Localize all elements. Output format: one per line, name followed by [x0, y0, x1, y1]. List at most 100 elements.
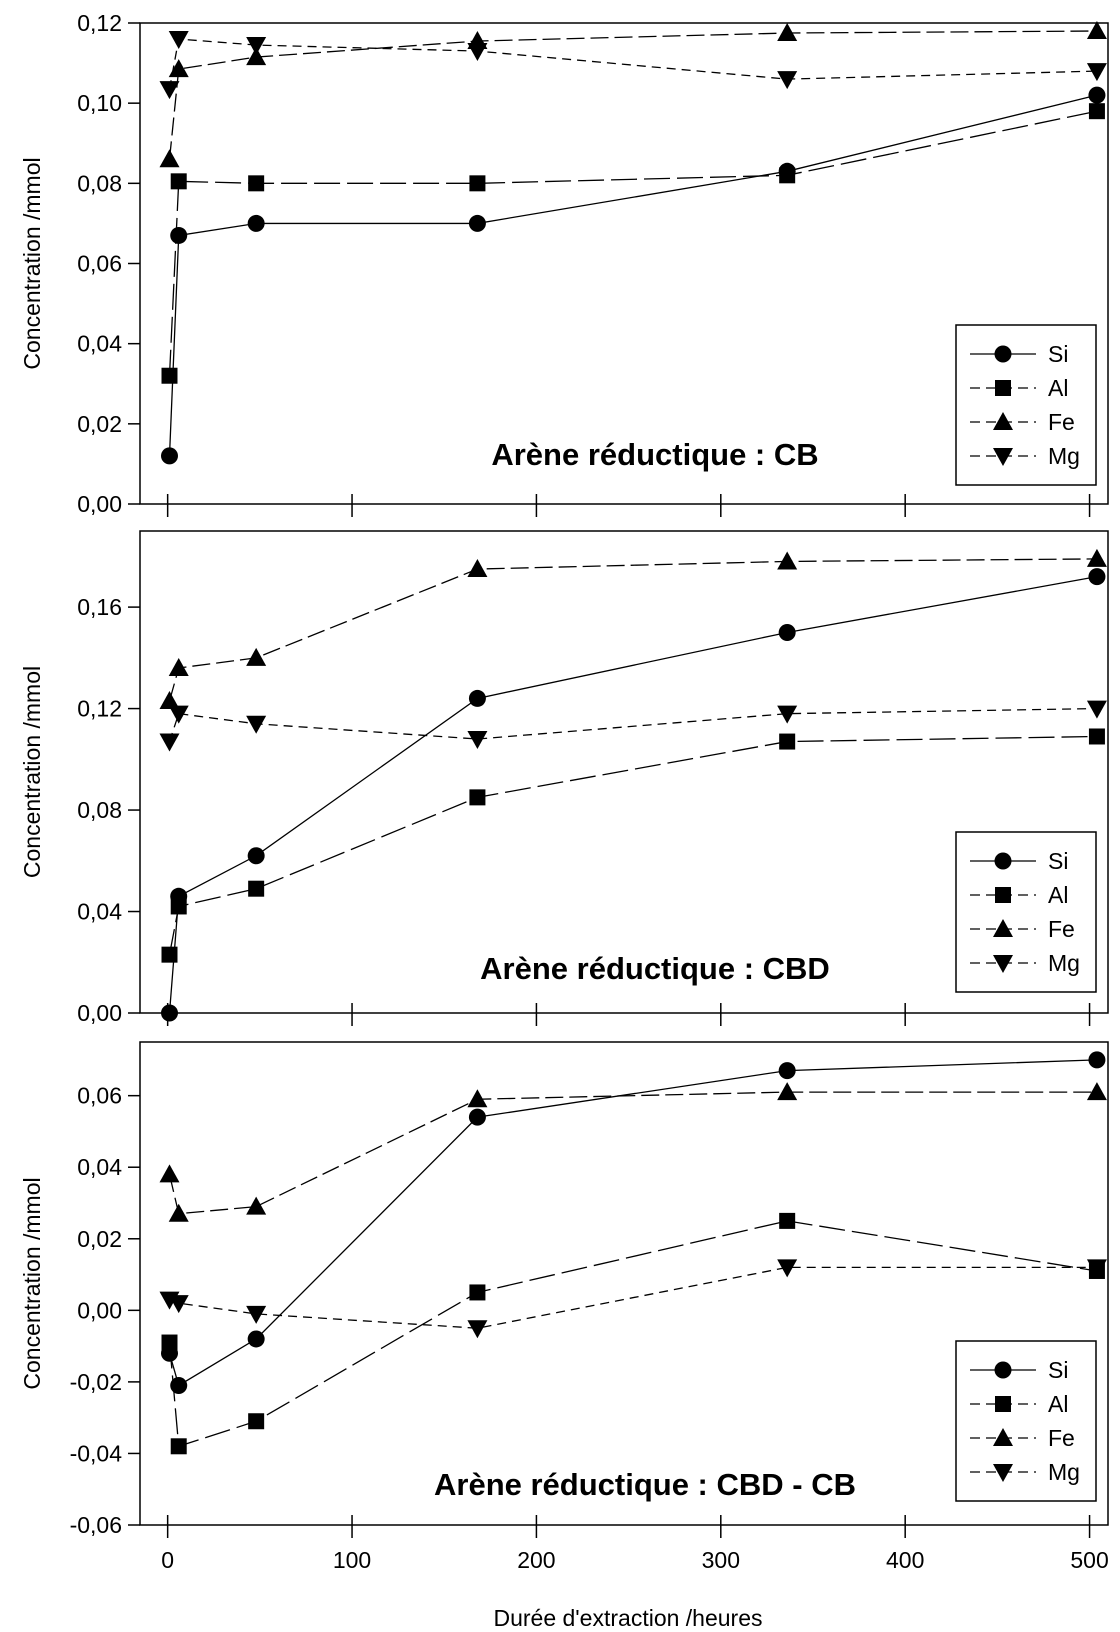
y-tick-label: 0,12 [77, 10, 122, 36]
data-point-si [247, 847, 265, 865]
series-line-mg [168, 38, 1097, 90]
series-line-mg [169, 1266, 1097, 1329]
y-tick-label: 0,00 [77, 491, 122, 517]
legend-label-mg: Mg [1048, 443, 1080, 469]
legend-label-mg: Mg [1048, 1459, 1080, 1485]
data-point-si [778, 623, 796, 641]
legend-box [955, 1340, 1097, 1502]
data-point-al [1088, 103, 1105, 120]
data-point-mg [467, 1320, 488, 1339]
data-point-si [1088, 1051, 1106, 1069]
data-point-mg [246, 37, 267, 56]
legend-marker-fe [993, 919, 1013, 937]
y-tick-label: 0,02 [77, 1226, 122, 1252]
data-point-fe [168, 1203, 189, 1222]
series-line-al [168, 110, 1098, 376]
data-point-mg [777, 705, 798, 724]
legend-label-al: Al [1048, 882, 1068, 908]
data-point-fe [1086, 21, 1107, 40]
data-point-mg [777, 71, 798, 90]
legend-marker-al [995, 380, 1011, 396]
legend-label-fe: Fe [1048, 1425, 1075, 1451]
x-tick-label: 400 [886, 1547, 924, 1573]
y-tick-label: 0,02 [77, 411, 122, 437]
data-point-si [1088, 86, 1106, 104]
data-point-mg [777, 1259, 798, 1278]
series-line-mg [168, 707, 1097, 742]
data-point-si [247, 214, 265, 232]
data-point-si [468, 1108, 486, 1126]
data-point-fe [168, 657, 189, 676]
data-point-si [161, 1004, 179, 1022]
legend-label-si: Si [1048, 341, 1068, 367]
series-line-al [168, 735, 1097, 955]
data-point-mg [1086, 1259, 1107, 1278]
legend-marker-si [994, 345, 1012, 363]
y-tick-label: 0,08 [77, 797, 122, 823]
plot-frame [139, 1041, 1109, 1526]
y-tick-label: 0,04 [77, 899, 122, 925]
data-point-si [1088, 568, 1106, 586]
y-tick-label: 0,06 [77, 1083, 122, 1109]
data-point-mg [246, 715, 267, 734]
data-point-al [248, 175, 265, 192]
data-point-mg [168, 31, 189, 50]
y-tick-label: -0,02 [70, 1369, 122, 1395]
data-point-fe [467, 1089, 488, 1108]
legend-label-si: Si [1048, 848, 1068, 874]
legend-marker-al [995, 1396, 1011, 1412]
legend-label-si: Si [1048, 1357, 1068, 1383]
legend: Si Al Fe Mg [955, 831, 1097, 993]
data-point-si [161, 447, 179, 465]
data-point-al [779, 733, 796, 750]
legend-marker-fe [993, 412, 1013, 430]
data-point-fe [777, 23, 798, 42]
data-point-al [161, 946, 178, 963]
data-point-al [170, 898, 187, 915]
data-point-si [468, 689, 486, 707]
data-point-al [161, 1334, 178, 1351]
legend: Si Al Fe Mg [955, 324, 1097, 486]
data-point-fe [159, 1164, 180, 1183]
data-point-mg [1086, 700, 1107, 719]
x-axis-label: Durée d'extraction /heures [493, 1605, 762, 1631]
y-tick-label: -0,06 [70, 1512, 122, 1538]
data-point-al [469, 789, 486, 806]
data-point-si [170, 226, 188, 244]
data-point-fe [159, 690, 180, 709]
data-point-si [247, 1330, 265, 1348]
legend-label-fe: Fe [1048, 916, 1075, 942]
y-tick-label: 0,00 [77, 1297, 122, 1323]
data-point-si [170, 1376, 188, 1394]
data-point-mg [159, 733, 180, 752]
data-point-al [779, 1212, 796, 1229]
data-point-fe [1086, 1082, 1107, 1101]
chart-title: Arène réductique : CB [491, 437, 818, 472]
data-point-al [1088, 728, 1105, 745]
y-tick-label: 0,08 [77, 170, 122, 196]
legend: Si Al Fe Mg [955, 1340, 1097, 1502]
y-axis-label: Concentration /mmol [19, 157, 45, 369]
data-point-mg [159, 81, 180, 100]
data-point-fe [159, 149, 180, 168]
y-tick-label: 0,06 [77, 251, 122, 277]
x-tick-label: 200 [517, 1547, 555, 1573]
series-line-si [168, 94, 1098, 456]
data-point-al [170, 1438, 187, 1455]
data-point-si [468, 214, 486, 232]
y-tick-label: 0,00 [77, 1000, 122, 1026]
chart-panel-2: 0,00 0,04 0,08 0,12 0,16 Concentration /mmol A… [19, 530, 1109, 1026]
data-point-si [778, 1062, 796, 1080]
data-point-al [248, 880, 265, 897]
legend-marker-mg [993, 955, 1013, 973]
chart-title: Arène réductique : CBD - CB [434, 1467, 856, 1502]
data-point-fe [777, 1082, 798, 1101]
data-point-al [469, 1284, 486, 1301]
data-point-fe [246, 647, 267, 666]
y-tick-label: 0,04 [77, 331, 122, 357]
x-tick-label: 300 [702, 1547, 740, 1573]
data-point-al [248, 1413, 265, 1430]
legend-marker-si [994, 852, 1012, 870]
legend-label-al: Al [1048, 1391, 1068, 1417]
data-point-al [469, 175, 486, 192]
